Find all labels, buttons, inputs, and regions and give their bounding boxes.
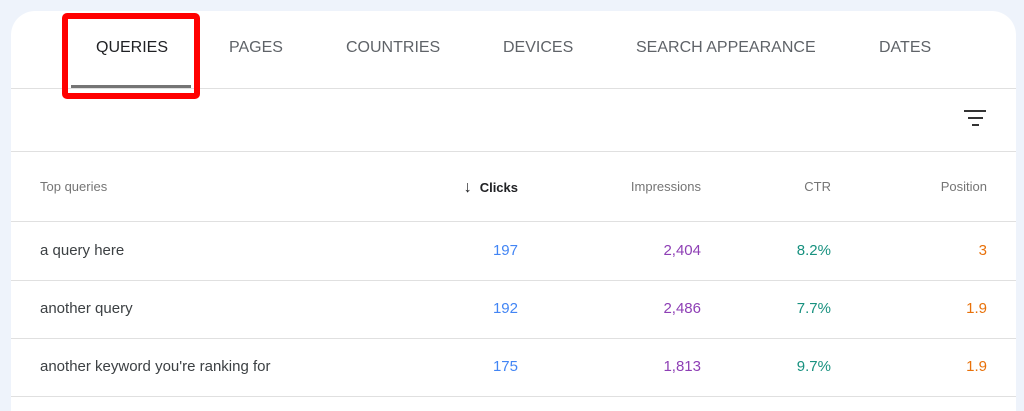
cell-position: 3 xyxy=(978,242,987,259)
cell-impressions: 1,813 xyxy=(663,358,701,375)
header-top-queries[interactable]: Top queries xyxy=(40,179,108,194)
table-header: Top queries ↓ Clicks Impressions CTR Posi… xyxy=(11,152,1016,222)
cell-ctr: 8.2% xyxy=(796,242,831,259)
cell-impressions: 2,404 xyxy=(663,242,701,259)
tab-devices[interactable]: DEVICES xyxy=(503,39,574,56)
cell-query: another query xyxy=(40,300,133,317)
cell-clicks: 192 xyxy=(492,300,518,317)
tab-pages[interactable]: PAGES xyxy=(229,39,283,56)
tab-countries[interactable]: COUNTRIES xyxy=(346,39,441,56)
cell-query: another keyword you're ranking for xyxy=(40,358,271,375)
header-clicks[interactable]: ↓ Clicks xyxy=(464,179,518,197)
cell-ctr: 7.7% xyxy=(796,300,831,317)
active-tab-indicator xyxy=(71,85,191,88)
cell-clicks: 175 xyxy=(492,358,518,375)
filter-list-icon[interactable] xyxy=(964,110,986,128)
performance-card: QUERIES PAGES COUNTRIES DEVICES SEARCH A… xyxy=(11,11,1016,411)
tab-bar: QUERIES PAGES COUNTRIES DEVICES SEARCH A… xyxy=(11,11,1016,89)
highlight-box xyxy=(62,13,200,99)
arrow-down-icon: ↓ xyxy=(463,179,472,196)
cell-clicks: 197 xyxy=(492,242,518,259)
table-row[interactable]: another keyword you're ranking for 175 1,8… xyxy=(11,338,1016,397)
tab-dates[interactable]: DATES xyxy=(879,39,932,56)
table-row[interactable]: a query here 197 2,404 8.2% 3 xyxy=(11,222,1016,281)
tab-queries[interactable]: QUERIES xyxy=(96,39,169,56)
header-impressions[interactable]: Impressions xyxy=(630,179,701,194)
cell-ctr: 9.7% xyxy=(796,358,831,375)
table-row[interactable]: another query 192 2,486 7.7% 1.9 xyxy=(11,280,1016,339)
cell-query: a query here xyxy=(40,242,125,259)
header-clicks-label: Clicks xyxy=(479,180,518,195)
cell-impressions: 2,486 xyxy=(663,300,701,317)
header-ctr[interactable]: CTR xyxy=(804,179,831,194)
cell-position: 1.9 xyxy=(966,300,987,317)
filter-toolbar xyxy=(11,89,1016,152)
cell-position: 1.9 xyxy=(966,358,987,375)
header-position[interactable]: Position xyxy=(940,179,987,194)
tab-search-appearance[interactable]: SEARCH APPEARANCE xyxy=(636,39,816,56)
